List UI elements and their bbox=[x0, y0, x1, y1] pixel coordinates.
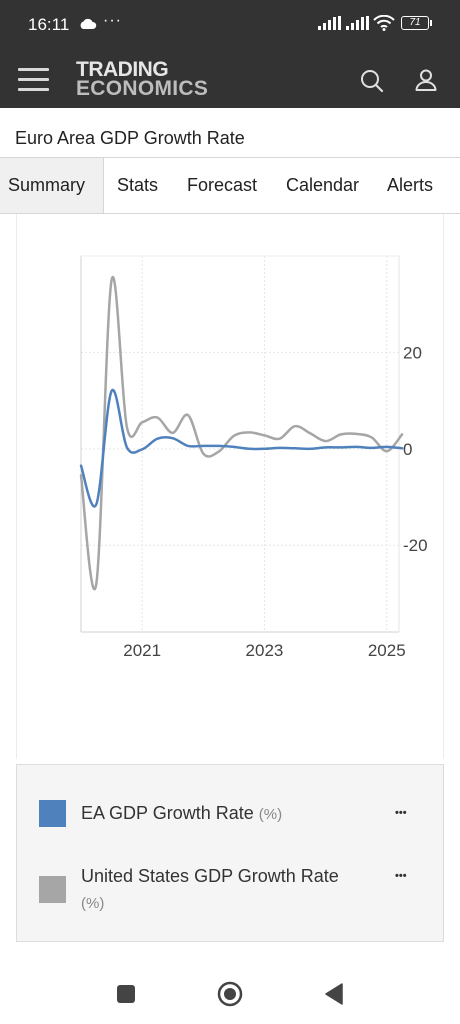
status-time: 16:11 bbox=[28, 15, 70, 34]
more-dots-icon: ··· bbox=[103, 12, 122, 29]
signal-icon bbox=[318, 16, 342, 35]
legend-unit-ea: (%) bbox=[258, 806, 283, 823]
tab-stats-label: Stats bbox=[117, 175, 159, 195]
status-bar: 16:11 ··· 71 bbox=[0, 0, 460, 50]
back-triangle-icon[interactable] bbox=[324, 983, 344, 1010]
home-circle-icon[interactable] bbox=[217, 981, 243, 1007]
chart-container: 20 0 -20 2021 2023 2025 bbox=[16, 214, 444, 759]
x-tick-label-2021: 2021 bbox=[123, 641, 161, 660]
tab-bar: Summary Stats Forecast Calendar Alerts bbox=[0, 158, 460, 214]
recents-square-icon[interactable] bbox=[117, 985, 135, 1003]
tab-calendar-label: Calendar bbox=[286, 175, 360, 195]
page-title: Euro Area GDP Growth Rate bbox=[15, 128, 245, 148]
system-nav-bar bbox=[0, 955, 460, 1024]
battery-icon: 71 bbox=[401, 16, 429, 30]
chart-legend: EA GDP Growth Rate (%) ••• United States… bbox=[16, 764, 444, 942]
tab-alerts[interactable]: Alerts bbox=[387, 158, 433, 213]
tab-calendar[interactable]: Calendar bbox=[286, 158, 359, 213]
tab-alerts-label: Alerts bbox=[387, 175, 434, 195]
legend-label-ea: EA GDP Growth Rate (%) bbox=[81, 800, 371, 828]
menu-icon[interactable] bbox=[18, 68, 49, 92]
legend-name-us: United States GDP Growth Rate bbox=[81, 866, 339, 886]
legend-more-button-ea[interactable]: ••• bbox=[395, 807, 407, 819]
tab-summary-label: Summary bbox=[8, 175, 86, 195]
legend-unit-us: (%) bbox=[81, 895, 105, 912]
y-tick-label-0: 0 bbox=[403, 440, 412, 459]
legend-name-ea: EA GDP Growth Rate bbox=[81, 803, 254, 823]
logo[interactable]: TRADING ECONOMICS bbox=[76, 58, 209, 100]
title-bar: Euro Area GDP Growth Rate bbox=[0, 108, 460, 158]
tab-forecast-label: Forecast bbox=[187, 175, 258, 195]
tab-forecast[interactable]: Forecast bbox=[187, 158, 257, 213]
legend-more-button-us[interactable]: ••• bbox=[395, 870, 407, 882]
line-chart[interactable]: 20 0 -20 2021 2023 2025 bbox=[17, 214, 445, 759]
battery-tip bbox=[430, 20, 432, 26]
cloud-icon bbox=[79, 17, 97, 35]
series-line-us bbox=[79, 275, 404, 591]
x-tick-label-2023: 2023 bbox=[246, 641, 284, 660]
x-tick-label-2025: 2025 bbox=[368, 641, 406, 660]
y-tick-label--20: -20 bbox=[403, 536, 428, 555]
user-icon[interactable] bbox=[414, 68, 438, 97]
tab-stats[interactable]: Stats bbox=[117, 158, 158, 213]
legend-label-us: United States GDP Growth Rate (%) bbox=[81, 863, 371, 917]
series-line-ea bbox=[79, 388, 404, 508]
tab-summary[interactable]: Summary bbox=[0, 158, 104, 213]
wifi-icon bbox=[373, 14, 395, 36]
logo-line2: ECONOMICS bbox=[76, 77, 209, 100]
app-header: TRADING ECONOMICS bbox=[0, 50, 460, 108]
signal-icon bbox=[346, 16, 370, 35]
search-icon[interactable] bbox=[360, 69, 384, 98]
legend-swatch-ea bbox=[39, 800, 66, 827]
logo-line1: TRADING bbox=[76, 58, 169, 81]
y-tick-label-20: 20 bbox=[403, 343, 422, 362]
legend-swatch-us bbox=[39, 876, 66, 903]
